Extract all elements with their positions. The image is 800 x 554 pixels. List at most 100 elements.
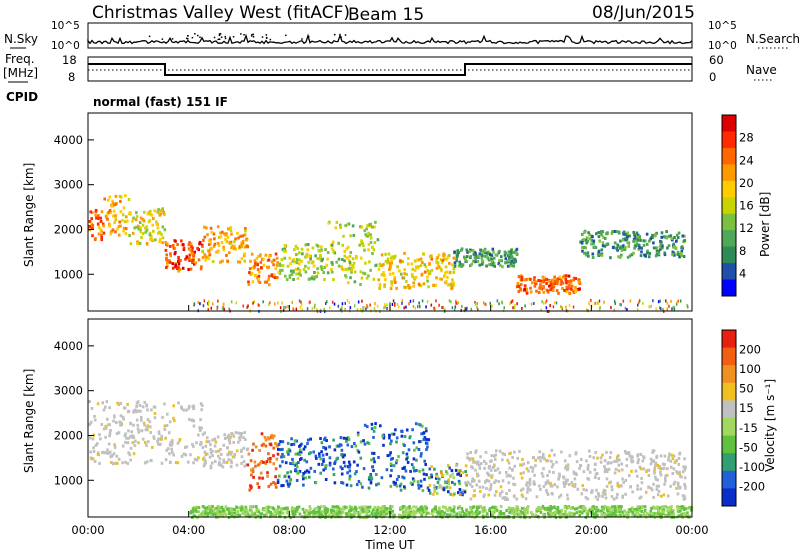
power-cell <box>369 222 372 226</box>
power-cell <box>99 216 103 220</box>
velocity-cell <box>341 481 345 485</box>
velocity-cell <box>336 512 339 516</box>
power-cell <box>426 300 429 304</box>
velocity-cell <box>489 484 493 488</box>
velocity-cell <box>545 459 548 463</box>
velocity-cell <box>382 510 386 514</box>
velocity-cell <box>281 507 284 511</box>
velocity-cell <box>428 491 432 495</box>
velocity-cell <box>423 436 427 440</box>
power-cell <box>539 286 542 290</box>
power-cell <box>457 264 461 268</box>
power-cell <box>448 299 451 303</box>
power-cell <box>480 258 484 262</box>
velocity-cell <box>656 478 659 482</box>
power-cell <box>300 303 303 307</box>
velocity-cell <box>153 416 157 420</box>
power-cell <box>185 255 189 259</box>
velocity-cell <box>169 460 172 464</box>
power-cell <box>628 234 631 238</box>
velocity-cell <box>594 462 597 466</box>
power-cell <box>93 238 97 242</box>
power-cell <box>146 212 150 216</box>
velocity-cell <box>626 452 629 455</box>
power-cell <box>192 262 196 266</box>
velocity-cell <box>343 464 347 468</box>
velocity-cell <box>115 432 119 436</box>
velocity-cell <box>211 461 214 465</box>
power-cell <box>363 248 366 252</box>
velocity-cell <box>683 494 686 498</box>
power-cell <box>100 233 103 237</box>
power-cell <box>480 256 483 260</box>
power-cell <box>430 257 433 261</box>
power-cell <box>445 270 449 274</box>
power-cell <box>323 278 326 282</box>
velocity-cell <box>342 436 346 440</box>
power-cell <box>687 305 689 309</box>
velocity-cell <box>590 491 593 494</box>
power-cell <box>578 278 581 282</box>
colorbar-tick-label: 8 <box>739 244 746 258</box>
power-cell <box>613 241 617 245</box>
velocity-cell <box>248 488 251 492</box>
power-cell <box>403 306 405 310</box>
power-cell <box>406 262 410 266</box>
colorbar-swatch <box>722 147 736 165</box>
power-cell <box>567 274 571 278</box>
power-cell <box>636 308 639 312</box>
velocity-cell <box>204 511 207 515</box>
power-cell <box>243 259 246 263</box>
power-cell <box>476 260 480 263</box>
velocity-cell <box>282 507 286 511</box>
velocity-cell <box>115 454 119 458</box>
power-cell <box>563 288 566 292</box>
velocity-cell <box>609 511 613 515</box>
power-cell <box>394 254 397 258</box>
velocity-cell <box>203 431 206 435</box>
velocity-cell <box>424 513 428 517</box>
velocity-cell <box>487 473 490 477</box>
velocity-cell <box>436 480 440 484</box>
velocity-cell <box>197 510 201 514</box>
power-cell <box>624 245 627 249</box>
power-cell <box>496 299 499 303</box>
velocity-cell <box>413 448 416 452</box>
velocity-cell <box>276 481 280 484</box>
velocity-cell <box>130 430 134 434</box>
velocity-cell <box>595 510 598 514</box>
power-cell <box>296 246 299 250</box>
velocity-cell <box>663 463 666 466</box>
power-cell <box>365 276 369 280</box>
power-cell <box>598 299 601 303</box>
power-cell <box>586 251 590 255</box>
velocity-cell <box>606 470 609 473</box>
velocity-cell <box>275 444 279 448</box>
velocity-cell <box>320 505 323 509</box>
velocity-cell <box>104 405 107 409</box>
power-cell <box>665 236 669 240</box>
velocity-cell <box>295 508 298 512</box>
power-cell <box>225 253 228 257</box>
power-cell <box>244 227 247 230</box>
power-cell <box>345 223 349 227</box>
power-cell <box>587 231 590 235</box>
velocity-cell <box>318 452 321 456</box>
velocity-cell <box>491 506 494 510</box>
power-cell <box>464 306 466 310</box>
power-cell <box>428 270 431 274</box>
power-cell <box>131 219 134 223</box>
power-cell <box>327 221 330 225</box>
velocity-cell <box>322 468 325 472</box>
velocity-cell <box>314 514 318 518</box>
power-cell <box>648 251 652 255</box>
power-cell <box>520 278 524 282</box>
power-cell <box>613 230 616 233</box>
power-cell <box>316 271 320 275</box>
power-cell <box>348 301 351 305</box>
velocity-cell <box>395 478 399 481</box>
velocity-cell <box>199 440 203 444</box>
power-cell <box>382 274 386 277</box>
power-cell <box>543 276 546 280</box>
power-cell <box>480 254 484 258</box>
